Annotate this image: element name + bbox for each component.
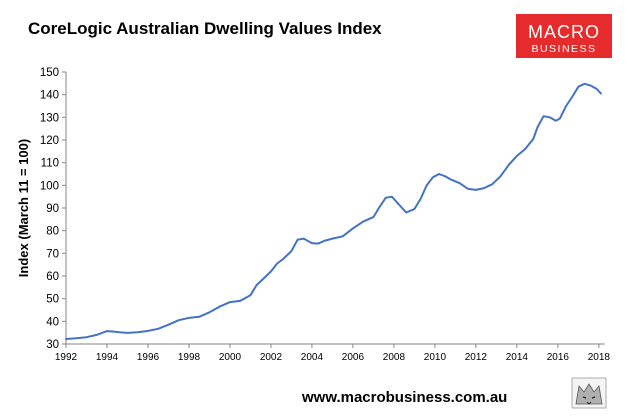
x-tick-label: 2012 [465,352,488,363]
series-line [65,82,602,340]
logo-line2: BUSINESS [531,43,596,55]
x-tick-label: 2006 [342,352,365,363]
y-tick-label: 120 [40,135,59,147]
y-tick-label: 100 [40,180,59,192]
footer-url: www.macrobusiness.com.au [301,389,507,406]
x-tick-label: 2010 [424,352,447,363]
y-tick-label: 80 [46,226,59,238]
chart-title: CoreLogic Australian Dwelling Values Ind… [28,19,382,38]
x-tick-label: 2018 [588,352,611,363]
y-tick-label: 50 [46,294,59,306]
x-tick-label: 2000 [219,352,242,363]
y-tick-label: 150 [40,67,59,79]
y-tick-label: 60 [46,271,59,283]
x-tick-label: 1998 [178,352,201,363]
x-tick-label: 2002 [260,352,283,363]
y-tick-label: 90 [46,203,59,215]
x-axis-ticks: 1992 1994 1996 1998 2000 2002 2004 2006 2008 2010… [55,344,611,363]
x-tick-label: 1992 [55,352,78,363]
x-tick-label: 2004 [301,352,324,363]
x-tick-label: 2008 [383,352,406,363]
wolf-mascot-icon [571,377,607,409]
y-tick-label: 70 [46,248,59,260]
y-axis-ticks: 30 40 50 60 70 80 90 100 110 120 130 140 150 [40,67,66,351]
y-tick-label: 40 [46,316,59,328]
x-tick-label: 1994 [96,352,119,363]
y-tick-label: 30 [46,339,59,351]
y-tick-label: 110 [41,158,59,170]
macro-business-logo: MACRO BUSINESS [516,14,612,58]
logo-line1: MACRO [528,22,600,42]
x-tick-label: 2014 [506,352,529,363]
y-tick-label: 140 [40,90,59,102]
y-tick-label: 130 [40,112,59,124]
x-tick-label: 2016 [547,352,570,363]
x-tick-label: 1996 [137,352,160,363]
y-axis-label: Index (March 11 = 100) [16,139,31,277]
